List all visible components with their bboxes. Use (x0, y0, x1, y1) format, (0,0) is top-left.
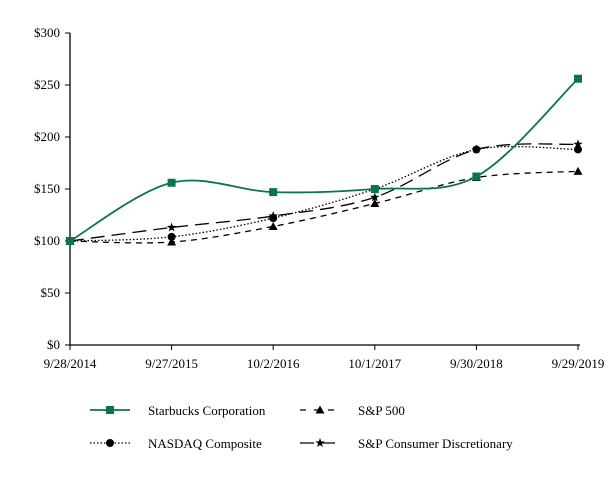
legend-marker-triangle (315, 405, 325, 414)
x-tick-label: 9/29/2019 (552, 356, 605, 371)
y-tick-label: $0 (47, 337, 60, 352)
data-point-square (66, 237, 74, 245)
y-tick-label: $150 (34, 181, 60, 196)
data-point-star (573, 139, 583, 149)
data-point-circle (269, 214, 278, 223)
data-point-square (269, 188, 278, 197)
legend-marker-circle (106, 439, 114, 447)
data-point-square (370, 185, 379, 193)
data-point-triangle (167, 237, 177, 246)
x-tick-label: 9/30/2018 (450, 356, 503, 371)
y-tick-label: $50 (41, 285, 61, 300)
x-tick-label: 9/28/2014 (44, 356, 97, 371)
data-point-star (370, 192, 380, 202)
series-line-1 (69, 170, 579, 244)
series-line-2 (69, 145, 579, 242)
y-tick-label: $300 (34, 25, 60, 40)
data-point-square (472, 172, 481, 181)
x-tick-label: 10/1/2017 (348, 356, 401, 371)
data-point-circle (472, 145, 481, 154)
data-point-star (166, 222, 177, 232)
data-point-circle (574, 145, 582, 154)
legend-label: S&P Consumer Discretionary (358, 436, 513, 451)
legend-label: S&P 500 (358, 403, 405, 418)
series-line-3 (69, 143, 579, 242)
legend-label: NASDAQ Composite (148, 436, 262, 451)
y-tick-label: $100 (34, 233, 60, 248)
x-tick-label: 9/27/2015 (145, 356, 198, 371)
legend-marker-star (315, 438, 325, 447)
x-tick-label: 10/2/2016 (247, 356, 300, 371)
data-point-square (574, 74, 582, 83)
series-line-0 (69, 78, 579, 242)
data-point-triangle (268, 221, 278, 230)
data-point-square (167, 178, 176, 187)
y-tick-label: $200 (34, 129, 60, 144)
legend-marker-square (106, 406, 114, 414)
data-point-circle (167, 232, 176, 241)
y-tick-label: $250 (34, 77, 60, 92)
data-point-triangle (370, 199, 380, 208)
data-point-triangle (573, 166, 583, 175)
legend-label: Starbucks Corporation (148, 403, 266, 418)
